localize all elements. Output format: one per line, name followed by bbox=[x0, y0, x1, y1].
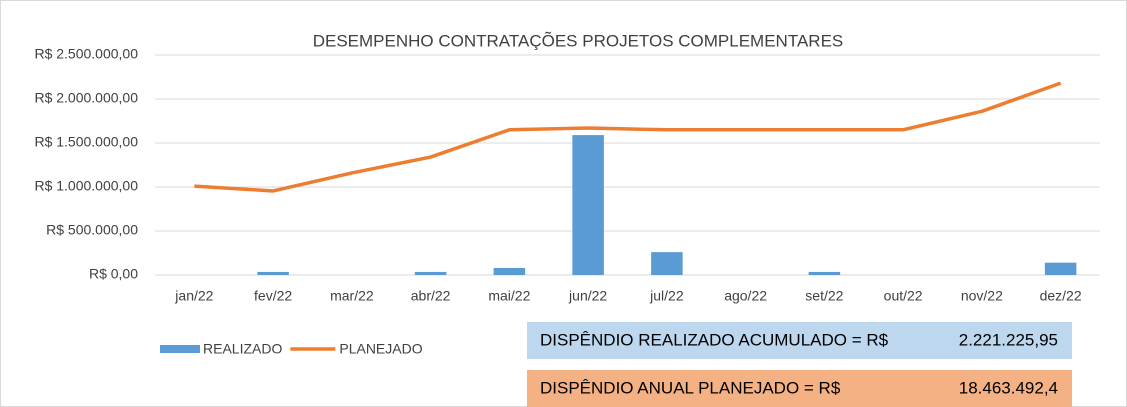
summary-label: DISPÊNDIO ANUAL PLANEJADO = R$ bbox=[540, 378, 841, 397]
summary-value: 18.463.492,4 bbox=[959, 378, 1058, 397]
bar bbox=[572, 135, 604, 275]
x-tick-label: jan/22 bbox=[174, 288, 213, 304]
bar bbox=[493, 267, 526, 275]
x-tick-label: mai/22 bbox=[488, 288, 530, 304]
y-tick-label: R$ 2.000.000,00 bbox=[34, 90, 138, 106]
y-tick-label: R$ 1.000.000,00 bbox=[34, 178, 138, 194]
x-tick-label: nov/22 bbox=[961, 288, 1003, 304]
summary-value: 2.221.225,95 bbox=[959, 330, 1058, 349]
x-tick-label: out/22 bbox=[884, 288, 923, 304]
x-tick-label: jul/22 bbox=[649, 288, 684, 304]
x-tick-label: dez/22 bbox=[1040, 288, 1082, 304]
x-tick-label: jun/22 bbox=[568, 288, 607, 304]
bar bbox=[651, 252, 683, 275]
summary-label: DISPÊNDIO REALIZADO ACUMULADO = R$ bbox=[540, 330, 889, 349]
legend-label: PLANEJADO bbox=[339, 341, 422, 357]
line bbox=[194, 81, 1062, 193]
y-tick-label: R$ 0,00 bbox=[89, 266, 138, 282]
x-tick-label: abr/22 bbox=[411, 288, 451, 304]
x-tick-label: mar/22 bbox=[330, 288, 374, 304]
summary-box bbox=[527, 370, 1072, 407]
x-tick-label: fev/22 bbox=[254, 288, 292, 304]
bar bbox=[257, 271, 289, 275]
y-tick-label: R$ 1.500.000,00 bbox=[34, 134, 138, 150]
y-tick-label: R$ 500.000,00 bbox=[46, 222, 138, 238]
summary-box bbox=[527, 322, 1072, 359]
x-tick-label: ago/22 bbox=[724, 288, 767, 304]
legend-swatch bbox=[160, 345, 200, 353]
legend-label: REALIZADO bbox=[203, 341, 282, 357]
bar bbox=[1044, 262, 1077, 275]
chart-title: DESEMPENHO CONTRATAÇÕES PROJETOS COMPLEM… bbox=[313, 31, 844, 50]
bar bbox=[808, 271, 841, 275]
y-tick-label: R$ 2.500.000,00 bbox=[34, 46, 138, 62]
x-tick-label: set/22 bbox=[805, 288, 843, 304]
bar bbox=[414, 271, 447, 275]
